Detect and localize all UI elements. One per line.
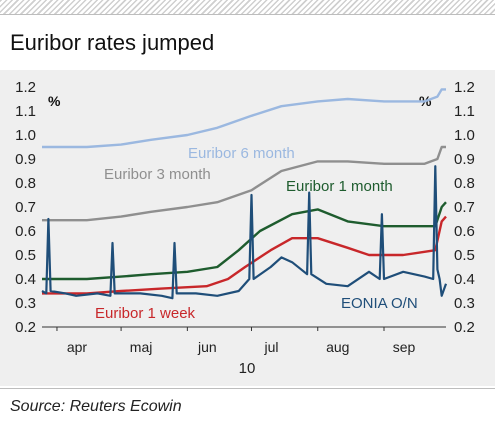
chart-title: Euribor rates jumped (10, 30, 215, 55)
y-tick-right: 0.8 (454, 175, 475, 192)
header-hatch-band (0, 0, 495, 15)
y-tick-left: 0.5 (15, 247, 36, 264)
y-tick-left: 0.4 (15, 271, 36, 288)
y-tick-left: 1.1 (15, 103, 36, 120)
y-tick-left: 1.0 (15, 127, 36, 144)
series-line-euribor-1-week (42, 215, 447, 295)
y-tick-left: 0.9 (15, 151, 36, 168)
series-line-euribor-6-month (42, 88, 446, 149)
x-tick-label: jun (197, 339, 217, 355)
series-label-euribor-1-month: Euribor 1 month (286, 178, 393, 195)
series-line-euribor-3-month (42, 145, 446, 222)
x-tick-label: apr (67, 339, 88, 355)
y-tick-right: 0.2 (454, 319, 475, 336)
x-tick-label: maj (130, 339, 153, 355)
x-tick-label: aug (326, 339, 349, 355)
y-tick-right: 0.5 (454, 247, 475, 264)
series-line-euribor-1-month (42, 201, 447, 281)
y-tick-left: 0.7 (15, 199, 36, 216)
y-tick-right: 1.2 (454, 79, 475, 96)
series-label-euribor-6-month: Euribor 6 month (188, 145, 295, 162)
y-tick-right: 0.7 (454, 199, 475, 216)
y-tick-right: 1.0 (454, 127, 475, 144)
series-label-eonia-o-n: EONIA O/N (341, 295, 418, 312)
x-axis: apr maj jun jul aug sep (56, 327, 416, 355)
series-line-eonia-o-n (41, 165, 448, 300)
y-tick-left: 1.2 (15, 79, 36, 96)
y-tick-left: 0.6 (15, 223, 36, 240)
footer-divider (0, 388, 495, 389)
source-note: Source: Reuters Ecowin (10, 398, 182, 415)
year-label: 10 (239, 360, 256, 377)
x-tick-label: jul (263, 339, 278, 355)
chart-svg: 0.2 0.3 0.4 0.5 0.6 0.7 0.8 0.9 1.0 1.1 1.2 0.2 0.3… (15, 79, 475, 377)
series-label-euribor-3-month: Euribor 3 month (104, 166, 211, 183)
series-label-euribor-1-week: Euribor 1 week (95, 305, 196, 322)
y-tick-right: 0.4 (454, 271, 475, 288)
series-annotations: Euribor 6 month Euribor 3 month Euribor 1 … (95, 145, 418, 322)
y-tick-left: 0.2 (15, 319, 36, 336)
y-tick-right: 0.3 (454, 295, 475, 312)
plot-panel (0, 70, 495, 386)
y-tick-right: 1.1 (454, 103, 475, 120)
y-axis-right: 0.2 0.3 0.4 0.5 0.6 0.7 0.8 0.9 1.0 1.1 1.2 (454, 79, 475, 336)
series-lines (41, 88, 448, 300)
y-tick-left: 0.3 (15, 295, 36, 312)
y-tick-right: 0.6 (454, 223, 475, 240)
unit-left-label: % (48, 93, 61, 109)
y-tick-left: 0.8 (15, 175, 36, 192)
y-tick-right: 0.9 (454, 151, 475, 168)
x-tick-label: sep (393, 339, 416, 355)
y-axis-left: 0.2 0.3 0.4 0.5 0.6 0.7 0.8 0.9 1.0 1.1 1.2 (15, 79, 36, 336)
